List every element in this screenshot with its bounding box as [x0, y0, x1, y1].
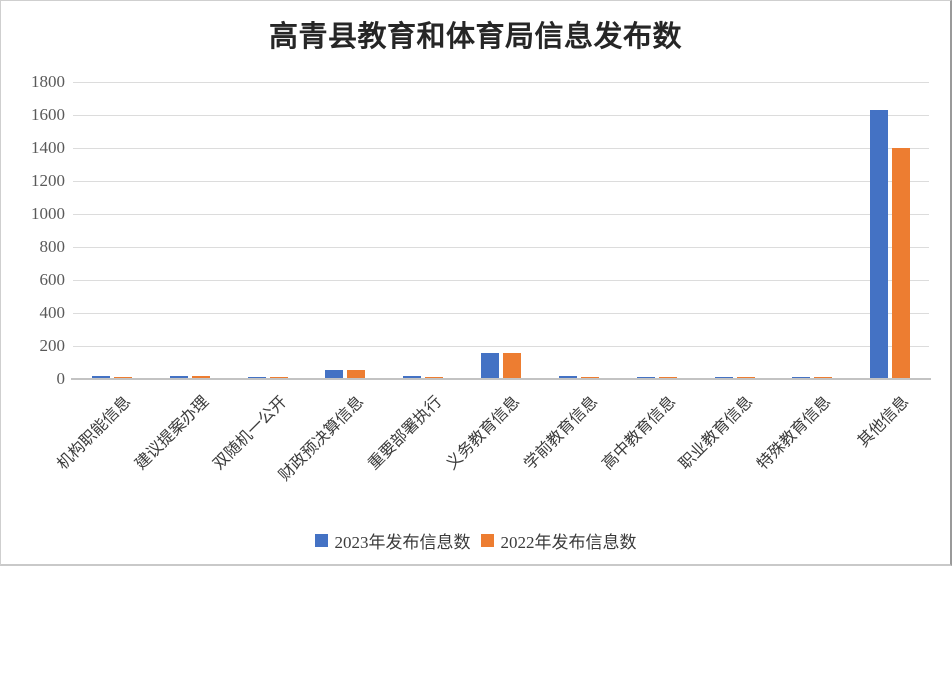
chart-frame: 高青县教育和体育局信息发布数 0 200 400 600 800 1000 1200 1400… — [0, 0, 952, 566]
y-axis-tick-label: 0 — [56, 369, 66, 388]
legend-entry: 2023年发布信息数 — [314, 528, 471, 553]
chart-title: 高青县教育和体育局信息发布数 — [268, 21, 682, 53]
y-gridline — [73, 181, 929, 182]
bar-2023年发布信息数-学前教育信息 — [558, 375, 577, 379]
bar-2023年发布信息数-财政预决算信息 — [325, 369, 344, 379]
y-axis-tick-label: 600 — [39, 270, 66, 289]
y-gridline — [73, 280, 929, 281]
legend-entry: 2022年发布信息数 — [480, 528, 637, 553]
legend-swatch-icon — [480, 534, 494, 547]
legend-swatch-icon — [314, 534, 328, 547]
bar-2022年发布信息数-建议提案办理 — [191, 376, 210, 379]
y-axis-tick-label: 200 — [39, 336, 66, 355]
y-gridline — [73, 115, 929, 116]
y-axis-tick-label: 1200 — [31, 171, 65, 190]
y-gridline — [73, 214, 929, 215]
y-gridline — [73, 346, 929, 347]
legend-label: 2023年发布信息数 — [334, 533, 471, 552]
bar-2023年发布信息数-其他信息 — [870, 110, 889, 379]
y-axis-tick-label: 1800 — [31, 72, 65, 91]
bar-2023年发布信息数-建议提案办理 — [169, 375, 188, 379]
bar-2023年发布信息数-重要部署执行 — [403, 376, 422, 379]
bar-2022年发布信息数-义务教育信息 — [503, 352, 521, 379]
y-axis-tick-label: 1000 — [31, 204, 65, 223]
y-gridline — [73, 82, 929, 83]
y-axis-tick-label: 400 — [39, 303, 66, 322]
legend-label: 2022年发布信息数 — [500, 533, 637, 552]
bar-2023年发布信息数-机构职能信息 — [91, 375, 110, 379]
bar-2023年发布信息数-义务教育信息 — [481, 352, 499, 379]
y-axis-tick-label: 1400 — [31, 138, 65, 157]
x-axis-line — [71, 378, 931, 380]
legend: 2023年发布信息数 2022年发布信息数 — [1, 528, 950, 553]
y-gridline — [73, 148, 929, 149]
bar-2022年发布信息数-其他信息 — [892, 148, 911, 379]
y-gridline — [73, 313, 929, 314]
y-gridline — [73, 247, 929, 248]
y-axis-tick-label: 1600 — [31, 105, 65, 124]
bar-2022年发布信息数-财政预决算信息 — [347, 369, 366, 379]
y-axis-tick-label: 800 — [39, 237, 66, 256]
